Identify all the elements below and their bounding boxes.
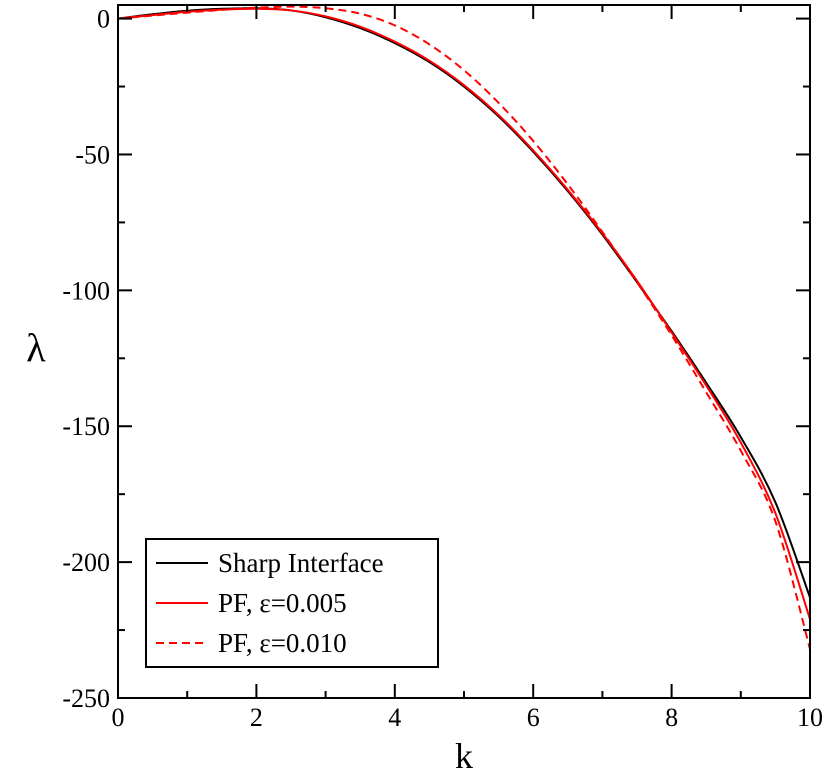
legend-label: Sharp Interface bbox=[218, 548, 384, 578]
y-tick-label: -200 bbox=[62, 548, 110, 577]
legend-label: PF, ε=0.010 bbox=[218, 628, 347, 658]
series-layer bbox=[118, 5, 810, 650]
series-line-1 bbox=[118, 7, 810, 598]
x-tick-label: 8 bbox=[665, 703, 678, 732]
labels-layer: 0 2 4 6 8 10 0 -50 -100 -150 -200 -250 bbox=[62, 5, 823, 732]
x-tick-label: 0 bbox=[112, 703, 125, 732]
y-tick-label: -100 bbox=[62, 276, 110, 305]
x-tick-label: 10 bbox=[797, 703, 823, 732]
y-tick-label: -50 bbox=[75, 140, 110, 169]
series-line-2 bbox=[118, 7, 810, 620]
y-axis-title: λ bbox=[26, 326, 46, 371]
x-tick-label: 6 bbox=[527, 703, 540, 732]
series-line-3 bbox=[118, 5, 810, 650]
y-tick-label: 0 bbox=[97, 5, 110, 34]
x-tick-label: 2 bbox=[250, 703, 263, 732]
y-tick-label: -250 bbox=[62, 684, 110, 713]
y-tick-label: -150 bbox=[62, 412, 110, 441]
legend: Sharp Interface PF, ε=0.005 PF, ε=0.010 bbox=[145, 538, 439, 668]
plot-frame bbox=[117, 4, 811, 699]
x-tick-label: 4 bbox=[388, 703, 401, 732]
legend-label: PF, ε=0.005 bbox=[218, 588, 347, 618]
x-axis-title: k bbox=[455, 736, 473, 772]
